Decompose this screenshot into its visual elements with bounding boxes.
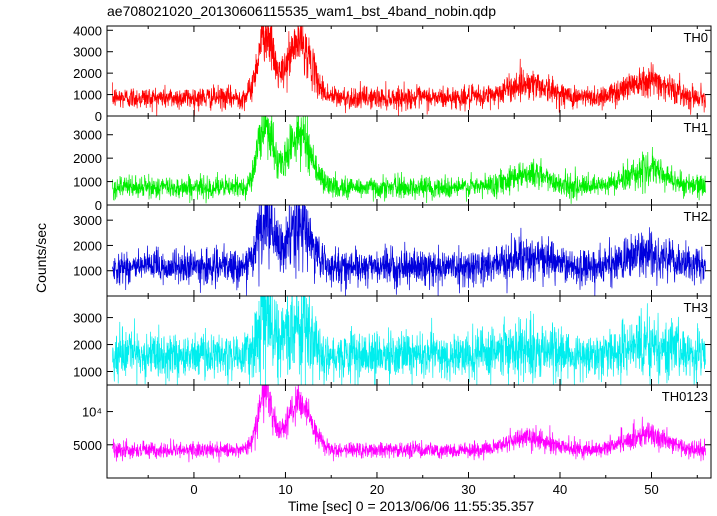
y-tick-label: 2000 <box>73 151 102 166</box>
panel-th1: TH1 0 1000 2000 3000 <box>73 115 712 213</box>
series-th0123 <box>112 385 706 463</box>
y-tick-label: 0 <box>95 198 102 213</box>
chart-title: ae708021020_20130606115535_wam1_bst_4ban… <box>107 3 496 19</box>
panel-th0123: TH0123 5000 10⁴ <box>73 384 712 479</box>
series-th3 <box>112 296 706 385</box>
y-tick-label: 4000 <box>73 23 102 38</box>
y-tick-label: 1000 <box>73 175 102 190</box>
y-tick-label: 5000 <box>73 438 102 453</box>
series-th0 <box>112 26 706 116</box>
y-tick-label: 3000 <box>73 45 102 60</box>
panels: TH0 0 1000 2000 3000 4000 TH1 0 1000 2000 3000 TH2 1… <box>73 23 712 497</box>
panel-label: TH2 <box>683 209 708 224</box>
panel-frame <box>106 384 712 479</box>
y-tick-label: 3000 <box>73 311 102 326</box>
panel-label: TH0123 <box>662 389 708 404</box>
x-tick-label: 0 <box>190 482 197 497</box>
x-tick-label: 20 <box>370 482 384 497</box>
panel-th2: TH2 1000 2000 3000 <box>73 204 712 297</box>
y-tick-label: 2000 <box>73 66 102 81</box>
panel-label: TH1 <box>683 120 708 135</box>
y-tick-label: 10⁴ <box>82 405 102 420</box>
x-tick-label: 50 <box>644 482 658 497</box>
y-tick-label: 2000 <box>73 238 102 253</box>
panel-label: TH3 <box>683 300 708 315</box>
y-tick-label: 1000 <box>73 88 102 103</box>
x-tick-label: 40 <box>553 482 567 497</box>
y-tick-label: 0 <box>95 109 102 124</box>
y-tick-label: 1000 <box>73 264 102 279</box>
y-tick-label: 2000 <box>73 338 102 353</box>
x-axis-label: Time [sec] 0 = 2013/06/06 11:55:35.357 <box>288 498 535 514</box>
panel-label: TH0 <box>683 30 708 45</box>
y-axis-label: Counts/sec <box>33 223 49 293</box>
series-th1 <box>112 116 706 204</box>
panel-th0: TH0 0 1000 2000 3000 4000 <box>73 23 712 124</box>
x-tick-label: 10 <box>278 482 292 497</box>
x-tick-label: 30 <box>461 482 475 497</box>
series-th2 <box>112 205 706 296</box>
y-tick-label: 3000 <box>73 128 102 143</box>
y-tick-label: 1000 <box>73 365 102 380</box>
y-tick-label: 3000 <box>73 213 102 228</box>
